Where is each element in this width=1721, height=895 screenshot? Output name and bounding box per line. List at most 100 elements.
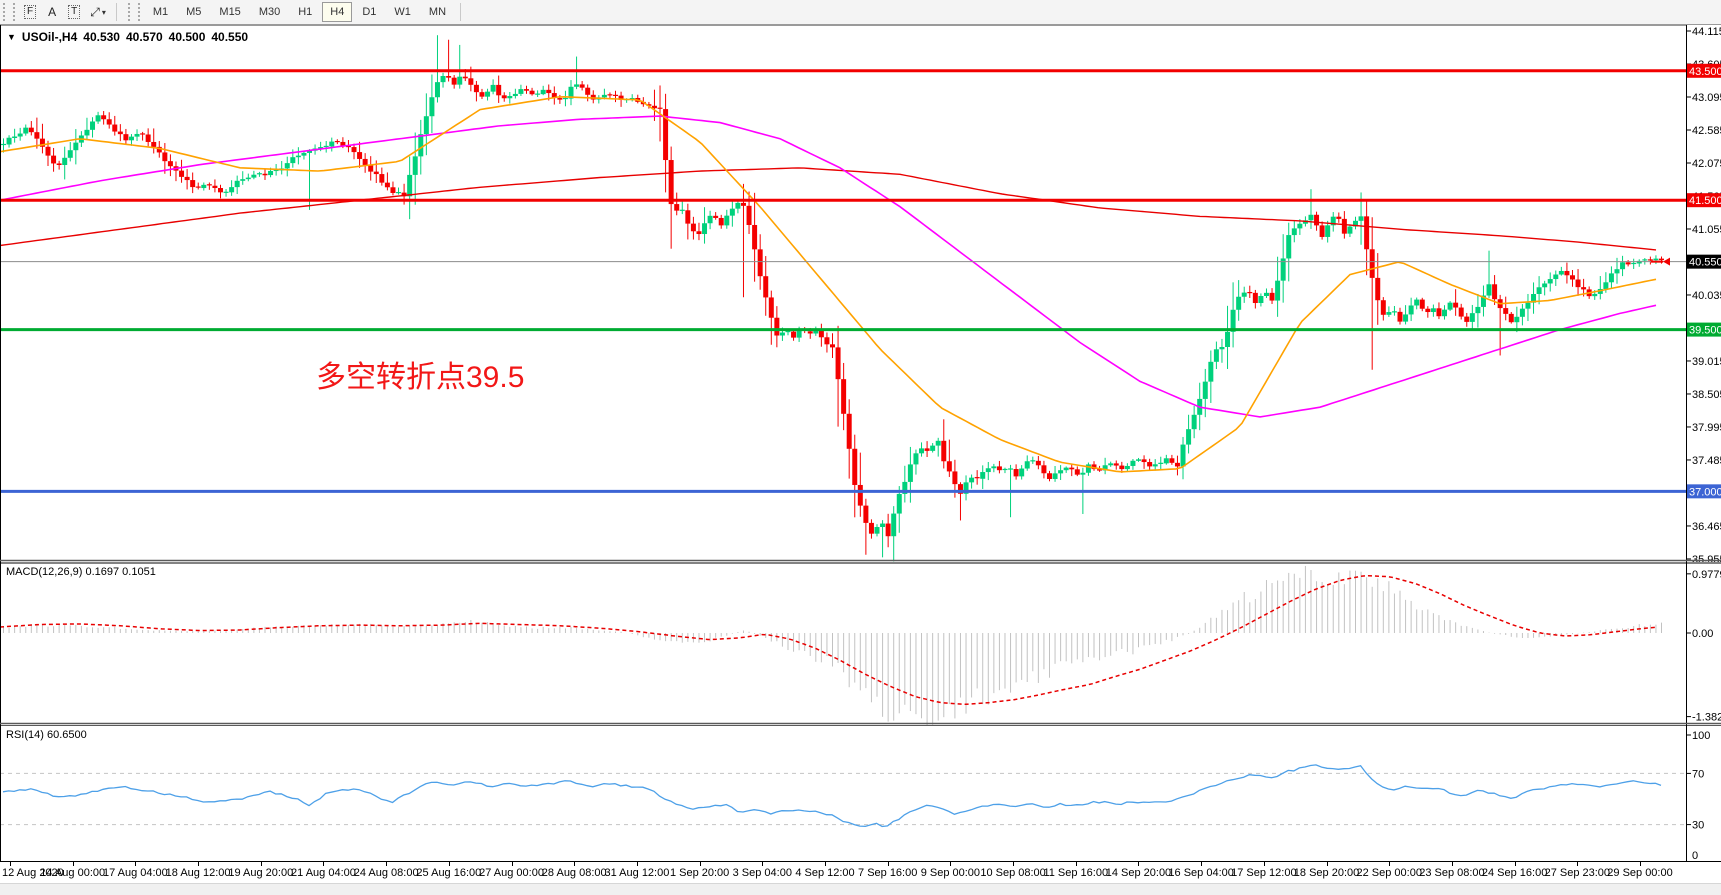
timeframe-button-m30[interactable]: M30 [258,6,281,18]
time-tick [1640,862,1641,866]
time-tick [1075,862,1077,866]
time-tick [198,862,200,866]
price-badge-37000: 37.000 [1687,484,1721,499]
time-tick [511,862,513,866]
ma-medium-line [0,115,1657,418]
time-tick [825,862,826,866]
time-axis[interactable]: 12 Aug 2020 14 Aug 00:00 17 Aug 04:00 18 Au… [0,862,1721,883]
drawing-tools-group: F A T ⤢ ▾ [19,2,111,22]
timeframe-button-m5[interactable]: M5 [186,6,202,18]
time-tick-label: 31 Aug 12:00 [604,867,670,879]
time-tick [762,862,764,866]
svg-text:39.500: 39.500 [1689,325,1721,337]
time-tick [1577,862,1579,866]
time-tick-label: 29 Sep 00:00 [1607,867,1673,879]
ohlc-open: 40.530 [83,30,120,44]
timeframes-group: M1 M5 M15 M30 H1 H4 D1 W1 MN [144,2,455,22]
time-tick [10,862,11,866]
time-tick-label: 18 Aug 12:00 [165,867,231,879]
time-tick [1451,862,1453,866]
macd-tick-label: 0.00 [1692,628,1713,640]
ma-slow-line [0,167,1657,251]
text-tool-icon: T [68,5,81,19]
price-tick-label: 36.465 [1692,521,1721,533]
svg-text:37.000: 37.000 [1689,486,1721,498]
time-tick [1138,862,1140,866]
price-tick-label: 42.585 [1692,125,1721,137]
macd-indicator-canvas[interactable]: 0.9779 0.00 -1.382 [0,562,1721,725]
time-tick-label: 16 Sep 04:00 [1168,867,1234,879]
toolbar-separator [115,3,117,21]
time-tick [135,862,137,866]
time-tick-label: 24 Aug 08:00 [353,867,419,879]
time-tick-label: 7 Sep 16:00 [858,867,918,879]
main-chart-canvas[interactable]: 44.11543.60543.09542.58542.07541.56541.0… [0,25,1721,562]
symbol-title: ▼ USOil-,H4 40.530 40.570 40.500 40.550 [7,30,248,44]
text-tool-button[interactable]: T [64,2,84,22]
time-tick [386,862,388,866]
macd-tick-label: -1.382 [1692,712,1721,724]
arrow-label-tool-button[interactable]: A [42,2,62,22]
timeframe-button-mn[interactable]: MN [428,6,447,18]
ohlc-close: 40.550 [211,30,249,44]
timeframe-button-m15[interactable]: M15 [219,6,241,18]
time-tick-label: 10 Sep 08:00 [980,867,1046,879]
arrows-tool-button[interactable]: ⤢ ▾ [86,2,110,22]
macd-indicator-label: MACD(12,26,9) 0.1697 0.1051 [6,566,156,578]
fibonacci-tool-button[interactable]: F [20,2,40,22]
time-tick-label: 19 Aug 20:00 [228,867,294,879]
price-tick-label: 37.485 [1692,455,1721,467]
rsi-indicator-label: RSI(14) 60.6500 [6,729,87,741]
price-tick-label: 40.035 [1692,290,1721,302]
toolbar-drag-handle-icon-2[interactable] [127,3,140,21]
time-tick-label: 4 Sep 12:00 [795,867,855,879]
svg-text:40.550: 40.550 [1689,257,1721,269]
dropdown-caret-icon[interactable]: ▾ [101,7,106,17]
time-tick [323,862,325,866]
time-tick [1201,862,1203,866]
rsi-tick-label: 100 [1692,730,1710,742]
timeframe-button-d1[interactable]: D1 [362,6,377,18]
price-tick-label: 41.055 [1692,224,1721,236]
timeframe-button-h1[interactable]: H1 [298,6,313,18]
ohlc-low: 40.500 [168,30,206,44]
time-tick-label: 14 Aug 00:00 [40,867,106,879]
time-tick-label: 27 Aug 00:00 [479,867,544,879]
toolbar-drag-handle-icon[interactable] [3,3,15,21]
time-tick-label: 3 Sep 04:00 [732,867,792,879]
time-tick [72,862,74,866]
price-tick-label: 38.505 [1692,389,1721,401]
toolbar-separator-2 [460,3,462,21]
time-tick [887,862,889,866]
macd-tick-label: 0.9779 [1692,569,1721,581]
timeframe-button-m1[interactable]: M1 [152,6,169,18]
time-tick-label: 14 Sep 20:00 [1105,867,1172,879]
time-tick [448,862,450,866]
timeframe-button-h4[interactable]: H4 [322,2,353,22]
time-tick [1514,862,1516,866]
time-tick-label: 25 Aug 16:00 [416,867,482,879]
price-tick-label: 43.095 [1692,92,1721,104]
collapse-triangle-icon[interactable]: ▼ [7,32,16,42]
price-tick-label: 42.075 [1692,158,1721,170]
timeframe-button-w1[interactable]: W1 [394,6,411,18]
time-tick-label: 21 Aug 04:00 [291,867,356,879]
rsi-tick-label: 70 [1692,768,1704,780]
time-tick-label: 28 Aug 08:00 [541,867,607,879]
time-tick-label: 23 Sep 08:00 [1419,867,1485,879]
time-tick-label: 27 Sep 23:00 [1544,867,1611,879]
time-tick [574,862,576,866]
price-badge-41500: 41.500 [1687,193,1721,208]
price-tick-label: 35.955 [1692,554,1721,562]
time-tick-label: 17 Sep 12:00 [1231,867,1297,879]
chart-text-annotation[interactable]: 多空转折点39.5 [316,361,525,394]
time-tick [1389,862,1391,866]
ma-fast-line [0,95,1657,473]
time-tick [950,862,952,866]
time-tick-label: 9 Sep 00:00 [920,867,981,879]
rsi-indicator-canvas[interactable]: 100 70 30 0 [0,725,1721,862]
svg-text:43.500: 43.500 [1689,66,1721,78]
price-tick-label: 37.995 [1692,422,1721,434]
time-tick [699,862,701,866]
svg-text:41.500: 41.500 [1689,195,1721,207]
